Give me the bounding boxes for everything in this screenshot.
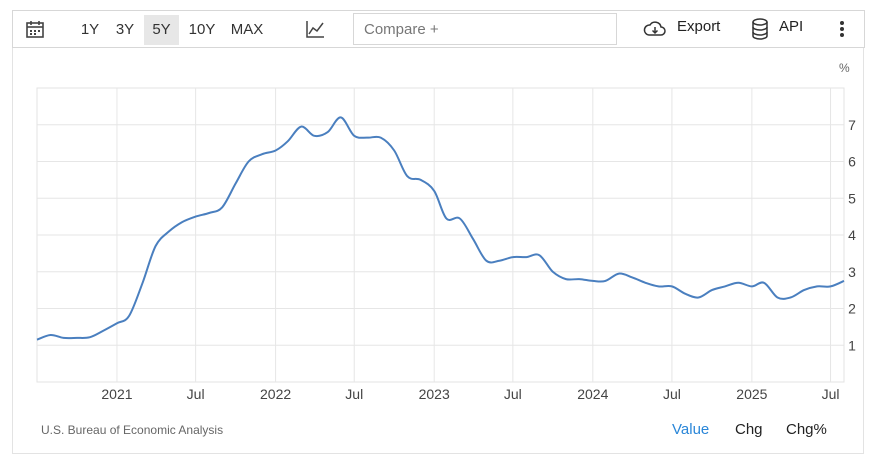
- x-tick-label: Jul: [504, 386, 522, 402]
- source-label: U.S. Bureau of Economic Analysis: [41, 423, 224, 437]
- export-button[interactable]: Export: [677, 18, 721, 35]
- y-tick-label: 3: [848, 264, 856, 280]
- x-tick-label: 2023: [419, 386, 450, 402]
- chart-panel: [12, 46, 864, 454]
- api-button[interactable]: API: [779, 18, 804, 35]
- tab-chg[interactable]: Chg: [735, 421, 763, 438]
- tab-value[interactable]: Value: [672, 421, 710, 438]
- line-chart-icon[interactable]: [305, 19, 325, 39]
- y-tick-label: 7: [848, 117, 856, 133]
- range-5y-button[interactable]: 5Y: [144, 15, 179, 45]
- y-tick-label: 1: [848, 337, 856, 353]
- range-10y-button[interactable]: 10Y: [188, 21, 216, 38]
- x-tick-label: Jul: [822, 386, 840, 402]
- tab-chg-percent[interactable]: Chg%: [786, 421, 827, 438]
- y-tick-label: 5: [848, 190, 856, 206]
- toolbar: 1Y 3Y 5Y 10Y MAX Export API: [12, 10, 865, 48]
- y-tick-label: 6: [848, 154, 856, 170]
- unit-label: %: [839, 61, 850, 75]
- series-line: [36, 116, 845, 341]
- x-tick-label: 2025: [736, 386, 767, 402]
- calendar-icon[interactable]: [25, 19, 45, 39]
- x-tick-label: Jul: [663, 386, 681, 402]
- more-options-icon[interactable]: [833, 17, 851, 41]
- y-tick-label: 2: [848, 301, 856, 317]
- range-1y-button[interactable]: 1Y: [80, 21, 100, 38]
- range-3y-button[interactable]: 3Y: [115, 21, 135, 38]
- compare-input[interactable]: [353, 13, 617, 45]
- x-tick-label: Jul: [187, 386, 205, 402]
- range-max-button[interactable]: MAX: [230, 21, 264, 38]
- database-icon[interactable]: [751, 17, 769, 41]
- x-tick-label: 2021: [101, 386, 132, 402]
- y-tick-label: 4: [848, 227, 856, 243]
- cloud-download-icon[interactable]: [643, 18, 667, 40]
- x-tick-label: 2022: [260, 386, 291, 402]
- x-tick-label: 2024: [577, 386, 608, 402]
- x-tick-label: Jul: [345, 386, 363, 402]
